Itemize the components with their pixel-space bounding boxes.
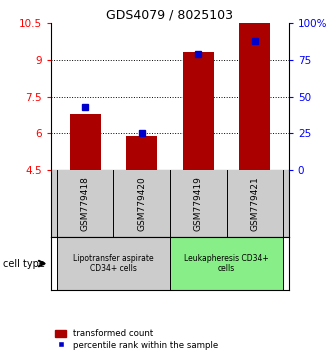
- Title: GDS4079 / 8025103: GDS4079 / 8025103: [107, 9, 233, 22]
- Legend: transformed count, percentile rank within the sample: transformed count, percentile rank withi…: [55, 329, 218, 350]
- Text: cell type: cell type: [3, 258, 45, 269]
- Text: GSM779421: GSM779421: [250, 176, 259, 231]
- Bar: [239, 23, 270, 170]
- Text: GSM779420: GSM779420: [137, 176, 146, 231]
- Text: Leukapheresis CD34+
cells: Leukapheresis CD34+ cells: [184, 254, 269, 273]
- Text: GSM779419: GSM779419: [194, 176, 203, 231]
- FancyBboxPatch shape: [170, 237, 283, 290]
- Text: GSM779418: GSM779418: [81, 176, 89, 231]
- Bar: [183, 52, 214, 170]
- Text: Lipotransfer aspirate
CD34+ cells: Lipotransfer aspirate CD34+ cells: [73, 254, 154, 273]
- FancyBboxPatch shape: [57, 237, 170, 290]
- Bar: [70, 114, 101, 170]
- Bar: [126, 136, 157, 170]
